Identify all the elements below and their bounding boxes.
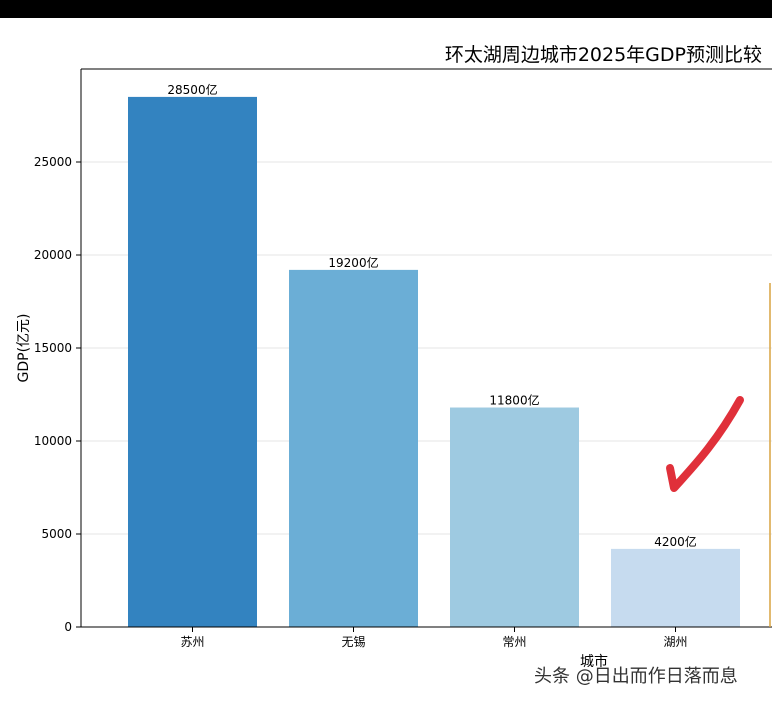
y-tick-label: 20000 — [34, 248, 72, 262]
y-tick-label: 5000 — [41, 527, 72, 541]
x-tick-label: 苏州 — [180, 635, 204, 649]
data-label: 19200亿 — [328, 255, 378, 270]
grid-lines — [81, 161, 772, 535]
data-label: 4200亿 — [654, 534, 697, 549]
y-tick-label: 25000 — [34, 155, 72, 169]
y-tick-label: 0 — [64, 620, 72, 634]
top-black-bar — [0, 0, 772, 18]
y-tick-label: 10000 — [34, 434, 72, 448]
y-ticks: 0 5000 10000 15000 20000 25000 — [34, 155, 81, 634]
bars — [128, 96, 740, 627]
bar-1 — [289, 269, 418, 627]
x-axis-label: 城市 — [580, 653, 608, 670]
data-label: 28500亿 — [167, 82, 217, 97]
bar-3 — [611, 548, 740, 627]
bar-2 — [450, 407, 579, 627]
x-tick-label: 常州 — [502, 635, 526, 649]
red-checkmark-annotation — [666, 396, 744, 492]
data-labels: 28500亿 19200亿 11800亿 4200亿 — [167, 82, 696, 549]
x-tick-label: 无锡 — [341, 634, 365, 649]
chart-title: 环太湖周边城市2025年GDP预测比较 — [445, 44, 762, 66]
watermark-text: 头条 @日出而作日落而息 — [534, 666, 738, 687]
data-label: 11800亿 — [489, 393, 539, 408]
y-tick-label: 15000 — [34, 341, 72, 355]
y-axis-label: GDP(亿元) — [16, 314, 32, 383]
x-ticks: 苏州 无锡 常州 湖州 — [180, 627, 688, 649]
x-tick-label: 湖州 — [663, 634, 687, 649]
bar-0 — [128, 96, 257, 627]
